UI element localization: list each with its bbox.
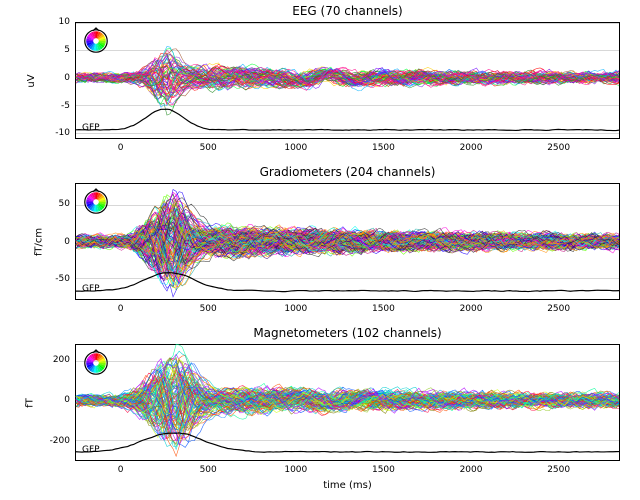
ytick-label: -50	[55, 274, 75, 284]
xtick-label: 500	[200, 461, 217, 475]
xtick-label: 1500	[372, 461, 395, 475]
plot-area[interactable]: GFP	[75, 344, 620, 461]
ytick-label: 5	[64, 45, 75, 55]
ytick-label: 0	[64, 73, 75, 83]
ytick-label: -10	[55, 128, 75, 138]
traces	[76, 184, 619, 299]
panel-title: EEG (70 channels)	[75, 4, 620, 18]
xtick-label: 2000	[460, 139, 483, 153]
xtick-label: 1000	[284, 461, 307, 475]
xtick-label: 0	[118, 461, 124, 475]
xtick-label: 500	[200, 139, 217, 153]
ytick-label: -5	[61, 101, 75, 111]
panel-grad: GFP-5005005001000150020002500Gradiometer…	[75, 183, 620, 300]
sensor-topo-icon	[82, 349, 110, 377]
ytick-label: 0	[64, 237, 75, 247]
ytick-label: 200	[53, 355, 75, 365]
traces	[76, 345, 619, 460]
xtick-label: 1500	[372, 139, 395, 153]
xtick-label: 2500	[547, 300, 570, 314]
xtick-label: 0	[118, 300, 124, 314]
sensor-topo-icon	[82, 27, 110, 55]
ylabel: fT	[24, 398, 35, 408]
gfp-label: GFP	[82, 123, 100, 133]
ylabel: fT/cm	[34, 227, 45, 255]
panel-mag: GFP-200020005001000150020002500Magnetome…	[75, 344, 620, 461]
xlabel: time (ms)	[75, 480, 620, 491]
gfp-trace	[76, 109, 619, 130]
xtick-label: 1000	[284, 139, 307, 153]
xtick-label: 2500	[547, 139, 570, 153]
ytick-label: 0	[64, 395, 75, 405]
xtick-label: 2500	[547, 461, 570, 475]
gfp-trace	[76, 433, 619, 452]
xtick-label: 1500	[372, 300, 395, 314]
sensor-topo-icon	[82, 188, 110, 216]
gfp-label: GFP	[82, 445, 100, 455]
gfp-label: GFP	[82, 284, 100, 294]
plot-area[interactable]: GFP	[75, 183, 620, 300]
ytick-label: 10	[59, 17, 75, 27]
xtick-label: 2000	[460, 300, 483, 314]
panel-title: Magnetometers (102 channels)	[75, 326, 620, 340]
ylabel: uV	[26, 74, 37, 87]
xtick-label: 1000	[284, 300, 307, 314]
ytick-label: -200	[50, 436, 75, 446]
traces	[76, 23, 619, 138]
xtick-label: 500	[200, 300, 217, 314]
panel-eeg: GFP-10-5051005001000150020002500EEG (70 …	[75, 22, 620, 139]
xtick-label: 0	[118, 139, 124, 153]
panel-title: Gradiometers (204 channels)	[75, 165, 620, 179]
xtick-label: 2000	[460, 461, 483, 475]
ytick-label: 50	[59, 199, 75, 209]
plot-area[interactable]: GFP	[75, 22, 620, 139]
figure: GFP-10-5051005001000150020002500EEG (70 …	[0, 0, 640, 500]
